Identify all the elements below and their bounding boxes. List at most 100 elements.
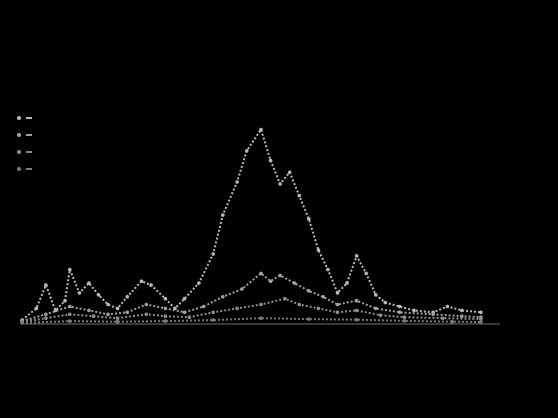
data-point	[240, 287, 244, 291]
data-point	[115, 306, 120, 311]
data-point	[144, 302, 149, 307]
data-point	[397, 310, 402, 315]
data-point	[383, 300, 388, 305]
data-point	[402, 319, 407, 323]
data-point	[326, 267, 330, 272]
data-point	[182, 310, 187, 315]
legend-marker	[17, 116, 21, 120]
data-point	[335, 310, 340, 315]
data-point	[259, 127, 263, 132]
data-point	[460, 314, 464, 319]
data-point	[139, 279, 144, 284]
data-point	[307, 317, 311, 321]
data-point	[68, 267, 72, 272]
series-3	[20, 296, 483, 324]
data-point	[479, 320, 483, 324]
data-point	[335, 302, 340, 307]
data-point	[354, 317, 359, 322]
data-point	[354, 308, 359, 313]
data-point	[221, 295, 225, 299]
data-point	[364, 271, 369, 276]
data-point	[125, 310, 129, 315]
data-point	[197, 281, 201, 285]
data-point	[53, 308, 58, 313]
series-4	[20, 316, 483, 325]
data-point	[68, 319, 72, 323]
data-point	[259, 302, 263, 307]
data-point	[20, 321, 24, 325]
data-point	[201, 304, 206, 309]
data-point	[307, 289, 311, 293]
data-point	[96, 293, 101, 297]
data-point	[106, 302, 110, 307]
data-point	[144, 312, 149, 317]
data-point	[460, 308, 464, 313]
data-point	[440, 316, 445, 321]
data-point	[44, 283, 48, 287]
data-point	[479, 310, 483, 315]
data-point	[307, 217, 311, 221]
data-point	[68, 304, 72, 309]
data-point	[402, 315, 407, 320]
series-line	[21, 127, 481, 321]
data-point	[354, 298, 359, 303]
data-point	[278, 273, 282, 278]
data-point	[163, 306, 168, 311]
data-point	[34, 306, 39, 311]
data-point	[283, 296, 287, 301]
data-point	[149, 283, 153, 287]
data-point	[259, 316, 263, 321]
data-point	[244, 149, 249, 153]
data-point	[115, 319, 120, 324]
data-point	[431, 312, 435, 317]
data-point	[163, 314, 168, 319]
data-point	[373, 293, 378, 297]
data-point	[77, 291, 82, 295]
legend-marker	[17, 150, 21, 154]
data-point	[44, 312, 48, 317]
data-point	[91, 314, 96, 319]
data-point	[412, 308, 416, 313]
data-point	[268, 158, 273, 163]
data-point	[316, 306, 321, 311]
series-2	[20, 271, 483, 323]
data-point	[187, 315, 192, 320]
data-point	[211, 318, 215, 322]
data-point	[235, 306, 239, 311]
legend	[17, 116, 32, 171]
data-point	[297, 302, 302, 307]
data-point	[163, 319, 168, 323]
data-point	[63, 298, 67, 303]
data-point	[211, 310, 215, 315]
data-point	[321, 295, 325, 299]
data-point	[450, 319, 455, 324]
data-point	[235, 180, 239, 184]
data-point	[211, 252, 215, 256]
data-point	[163, 296, 168, 301]
data-point	[378, 313, 383, 318]
data-point	[345, 281, 349, 285]
legend-marker	[17, 133, 21, 137]
data-point	[373, 306, 378, 311]
data-point	[278, 182, 282, 186]
data-point	[68, 312, 72, 317]
data-point	[287, 170, 292, 175]
data-point	[479, 317, 483, 321]
data-point	[125, 295, 129, 299]
data-point	[445, 304, 450, 309]
data-point	[182, 296, 187, 301]
data-point	[259, 271, 263, 276]
data-point	[87, 308, 91, 313]
data-point	[397, 304, 402, 309]
series-line	[21, 297, 481, 324]
data-point	[87, 281, 91, 285]
data-point	[292, 281, 297, 285]
data-point	[106, 312, 110, 317]
data-point	[335, 291, 340, 295]
legend-marker	[17, 167, 21, 171]
data-point	[354, 254, 359, 258]
data-point	[44, 316, 48, 321]
data-point	[221, 213, 225, 217]
data-point	[268, 279, 273, 284]
